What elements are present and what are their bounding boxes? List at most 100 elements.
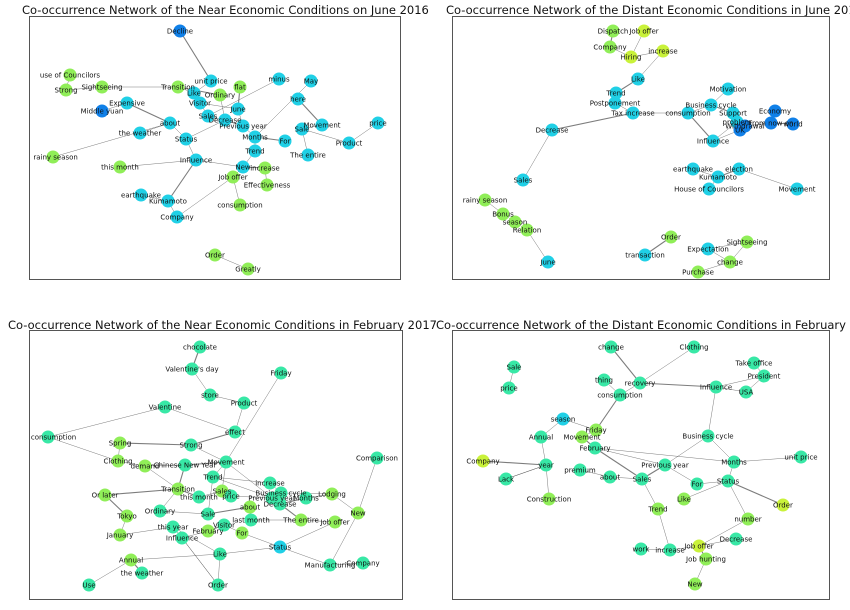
node-or-later: [98, 488, 112, 502]
node-label-decrease: Decrease: [264, 501, 297, 509]
node-label-for: For: [237, 530, 248, 538]
node-decrease: [218, 113, 232, 127]
node-demand: [138, 459, 152, 473]
edge-may-months: [254, 80, 312, 138]
node-label-like: Like: [213, 551, 227, 559]
node-annual: [534, 430, 548, 444]
node-increase: [258, 161, 272, 175]
node-label-previous-year: Previous year: [248, 495, 296, 503]
node-business-cycle: [701, 429, 715, 443]
node-label-consumption: consumption: [31, 434, 76, 442]
node-label-business-cycle: Business cycle: [685, 102, 736, 110]
edge-influence-new: [195, 159, 244, 168]
node-relation: [520, 223, 534, 237]
node-label-change: change: [717, 259, 743, 267]
edge-unit-price-months: [733, 456, 802, 463]
edge-february-months: [594, 447, 735, 463]
node-label-previous-year: Previous year: [219, 123, 267, 131]
node-minus: [272, 72, 286, 86]
node-label-relation: Relation: [513, 227, 542, 235]
node-february: [201, 524, 215, 538]
node-tax-increase: [626, 106, 640, 120]
node-change: [604, 340, 618, 354]
edge-effect-strong: [190, 431, 236, 446]
node-kumamoto: [161, 194, 175, 208]
node-label-chinese-new-year: Chinese New Year: [154, 462, 217, 470]
node-label-motivation: Motivation: [710, 86, 747, 94]
edge-sale-product: [301, 128, 350, 144]
edge-influence-recovery: [639, 382, 717, 388]
edge-status-like: [683, 480, 729, 500]
node-may: [304, 74, 318, 88]
node-sales: [635, 472, 649, 486]
node-influence: [189, 153, 203, 167]
node-label-product: Product: [231, 400, 258, 408]
network-panel-1: Decline use of Councilors Strong Sightseein…: [29, 16, 401, 280]
node-status: [721, 474, 735, 488]
node-year: [539, 458, 553, 472]
node-label-lodging: Lodging: [318, 491, 346, 499]
node-label-the-entire: The entire: [289, 152, 326, 160]
node-about: [603, 470, 617, 484]
node-label-sale: Sale: [201, 511, 216, 519]
node-for: [235, 526, 249, 540]
network-graph-4: change Clothing Sale price thing recovery Infl…: [466, 340, 818, 591]
node-label-dispatch: Dispatch: [598, 28, 629, 36]
node-label-status: Status: [717, 478, 740, 486]
node-label-price: price: [222, 493, 239, 501]
node-consumption: [613, 388, 627, 402]
node-label-influence: Influence: [697, 138, 729, 146]
node-label-ordinary: Ordinary: [145, 508, 175, 516]
node-premium: [573, 463, 587, 477]
node-label-effectiveness: Effectiveness: [244, 182, 291, 190]
node-chocolate: [193, 340, 207, 354]
node-job-offer: [328, 515, 342, 529]
node-label-sightseeing: Sightseeing: [726, 239, 767, 247]
node-label-company: Company: [346, 560, 379, 568]
node-sightseeing: [740, 235, 754, 249]
node-decline: [173, 24, 187, 38]
edge-trend-increase: [212, 476, 271, 484]
node-months: [299, 491, 313, 505]
node-influence: [709, 380, 723, 394]
node-job-offer: [226, 170, 240, 184]
node-label-work: work: [633, 546, 651, 554]
edge-business-cycle-influence: [707, 386, 717, 437]
node-from-now-on: [764, 116, 778, 130]
node-greatly: [241, 262, 255, 276]
edge-business-cycle-previous-year: [664, 435, 709, 466]
node-label-january: January: [106, 532, 134, 540]
node-label-decline: Decline: [167, 28, 193, 36]
node-label-months: Months: [293, 495, 319, 503]
node-use: [82, 578, 96, 592]
node-label-months: Months: [721, 459, 747, 467]
node-this-month: [192, 490, 206, 504]
node-effectiveness: [260, 178, 274, 192]
node-label-company: Company: [160, 214, 193, 222]
node-for: [278, 134, 292, 148]
node-label-here: here: [290, 96, 306, 104]
node-label-product: Product: [336, 140, 363, 148]
node-label-decrease: Decrease: [209, 117, 242, 125]
node-label-expensive: Expensive: [109, 100, 145, 108]
node-price: [371, 116, 385, 130]
node-label-order: Order: [773, 502, 793, 510]
node-label-last-month: last month: [232, 517, 270, 525]
edge-consumption-valentine: [47, 406, 166, 438]
node-label-year: year: [538, 462, 554, 470]
node-label-friday: Friday: [585, 427, 606, 435]
node-label-sale: Sale: [507, 364, 522, 372]
node-label-like: Like: [677, 496, 691, 504]
node-visitor: [217, 518, 231, 532]
node-label-order: Order: [205, 252, 225, 260]
node-company: [356, 556, 370, 570]
node-label-the-weather: the weather: [119, 130, 162, 138]
node-label-movement: Movement: [303, 122, 340, 130]
node-label-friday: Friday: [270, 370, 291, 378]
node-sale: [295, 122, 309, 136]
node-label-for: For: [692, 481, 703, 489]
node-unit-price: [204, 74, 218, 88]
node-label-rainy-season: rainy season: [33, 154, 78, 162]
node-order: [211, 578, 225, 592]
node-label-this-month: this month: [101, 164, 139, 172]
